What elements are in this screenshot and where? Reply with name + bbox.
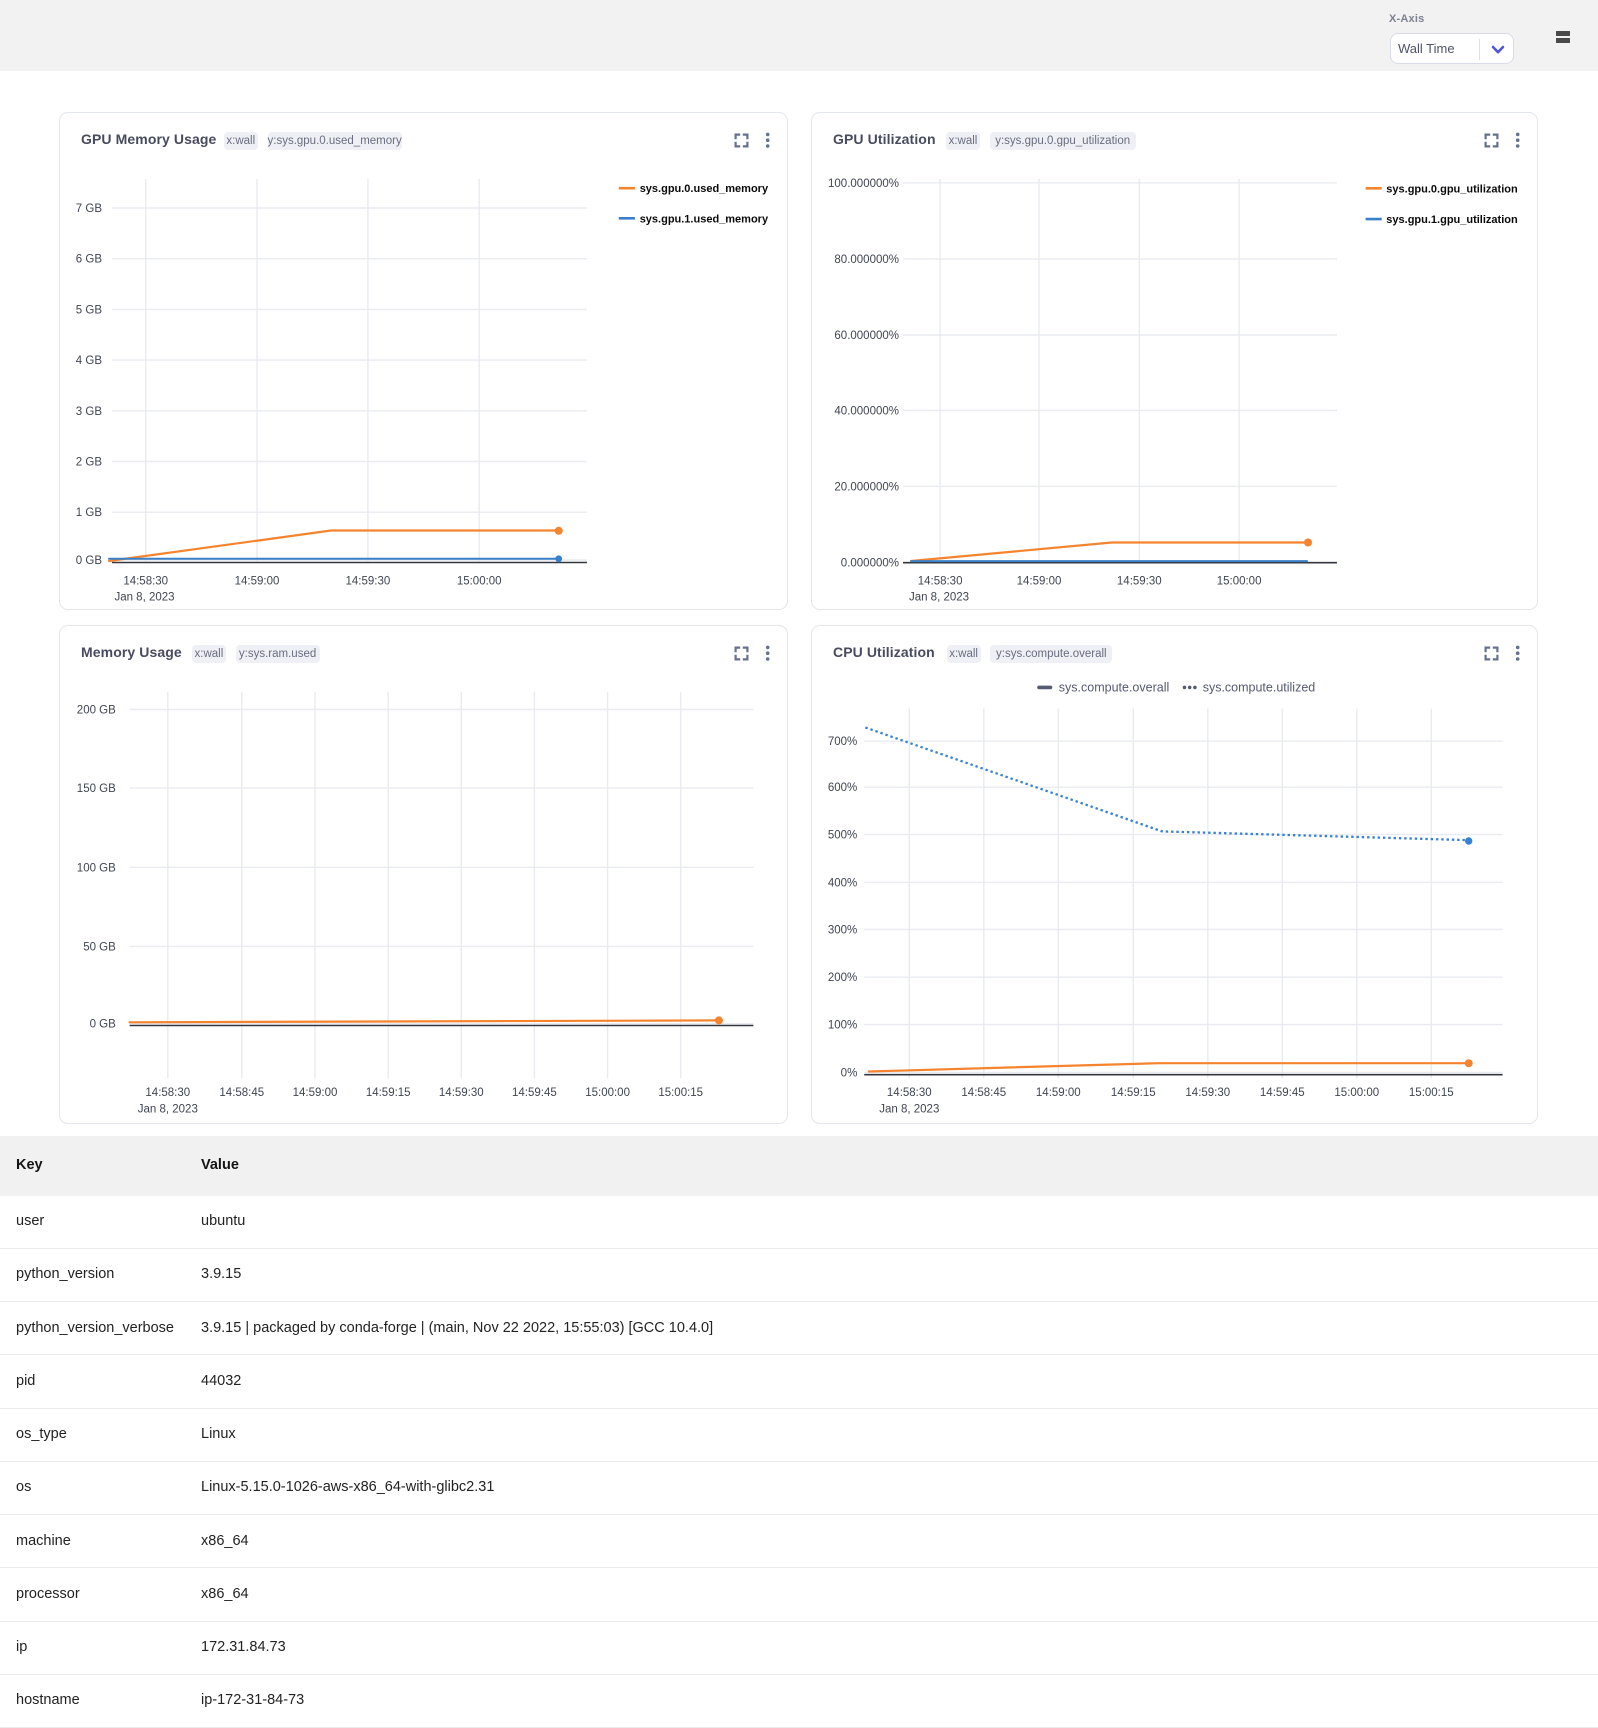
svg-text:14:59:30: 14:59:30 [1185, 1087, 1230, 1099]
svg-text:300%: 300% [828, 924, 857, 936]
svg-text:14:58:30: 14:58:30 [918, 576, 963, 588]
svg-text:50 GB: 50 GB [83, 941, 116, 953]
svg-text:14:59:30: 14:59:30 [346, 576, 391, 588]
svg-text:100.000000%: 100.000000% [828, 178, 899, 190]
svg-text:0 GB: 0 GB [90, 1019, 117, 1031]
svg-text:15:00:15: 15:00:15 [658, 1087, 703, 1099]
svg-text:200%: 200% [828, 972, 857, 984]
svg-text:400%: 400% [828, 877, 857, 889]
svg-text:200 GB: 200 GB [77, 705, 116, 717]
svg-text:15:00:00: 15:00:00 [1334, 1087, 1379, 1099]
svg-text:14:58:30: 14:58:30 [123, 576, 168, 588]
svg-text:sys.compute.utilized: sys.compute.utilized [1203, 681, 1316, 695]
svg-text:700%: 700% [828, 736, 857, 748]
svg-text:Jan 8, 2023: Jan 8, 2023 [114, 592, 174, 604]
svg-text:14:59:45: 14:59:45 [1260, 1087, 1305, 1099]
svg-text:0.000000%: 0.000000% [841, 557, 899, 569]
svg-text:Jan 8, 2023: Jan 8, 2023 [909, 592, 969, 604]
svg-text:14:58:45: 14:58:45 [219, 1087, 264, 1099]
svg-text:14:59:00: 14:59:00 [293, 1087, 338, 1099]
svg-text:0 GB: 0 GB [76, 555, 103, 567]
svg-text:15:00:00: 15:00:00 [457, 576, 502, 588]
svg-text:4 GB: 4 GB [76, 355, 103, 367]
svg-text:100%: 100% [828, 1020, 857, 1032]
svg-text:14:59:30: 14:59:30 [439, 1087, 484, 1099]
svg-text:14:58:30: 14:58:30 [145, 1087, 190, 1099]
svg-text:14:59:45: 14:59:45 [512, 1087, 557, 1099]
svg-text:1 GB: 1 GB [76, 507, 103, 519]
svg-text:14:59:00: 14:59:00 [1036, 1087, 1081, 1099]
svg-text:14:59:15: 14:59:15 [366, 1087, 411, 1099]
svg-text:sys.compute.overall: sys.compute.overall [1059, 681, 1169, 695]
svg-text:15:00:00: 15:00:00 [585, 1087, 630, 1099]
svg-text:14:59:00: 14:59:00 [235, 576, 280, 588]
svg-text:14:58:30: 14:58:30 [887, 1087, 932, 1099]
svg-text:6 GB: 6 GB [76, 254, 103, 266]
svg-text:600%: 600% [828, 782, 857, 794]
svg-text:500%: 500% [828, 830, 857, 842]
svg-text:20.000000%: 20.000000% [834, 481, 899, 493]
svg-text:Jan 8, 2023: Jan 8, 2023 [879, 1103, 939, 1115]
svg-text:2 GB: 2 GB [76, 457, 103, 469]
svg-text:80.000000%: 80.000000% [834, 254, 899, 266]
svg-text:5 GB: 5 GB [76, 304, 103, 316]
svg-text:3 GB: 3 GB [76, 406, 103, 418]
svg-text:sys.gpu.1.used_memory: sys.gpu.1.used_memory [640, 213, 769, 225]
svg-text:150 GB: 150 GB [77, 783, 116, 795]
svg-text:15:00:15: 15:00:15 [1409, 1087, 1454, 1099]
svg-text:7 GB: 7 GB [76, 203, 103, 215]
svg-text:14:59:30: 14:59:30 [1117, 576, 1162, 588]
svg-text:0%: 0% [841, 1067, 858, 1079]
svg-text:100 GB: 100 GB [77, 862, 116, 874]
svg-text:15:00:00: 15:00:00 [1217, 576, 1262, 588]
svg-text:60.000000%: 60.000000% [834, 330, 899, 342]
svg-text:sys.gpu.0.gpu_utilization: sys.gpu.0.gpu_utilization [1386, 183, 1518, 195]
svg-text:14:58:45: 14:58:45 [961, 1087, 1006, 1099]
svg-text:Jan 8, 2023: Jan 8, 2023 [138, 1103, 198, 1115]
svg-text:14:59:00: 14:59:00 [1017, 576, 1062, 588]
svg-text:sys.gpu.1.gpu_utilization: sys.gpu.1.gpu_utilization [1386, 214, 1518, 226]
svg-text:14:59:15: 14:59:15 [1111, 1087, 1156, 1099]
svg-text:40.000000%: 40.000000% [834, 405, 899, 417]
svg-text:sys.gpu.0.used_memory: sys.gpu.0.used_memory [640, 183, 769, 195]
